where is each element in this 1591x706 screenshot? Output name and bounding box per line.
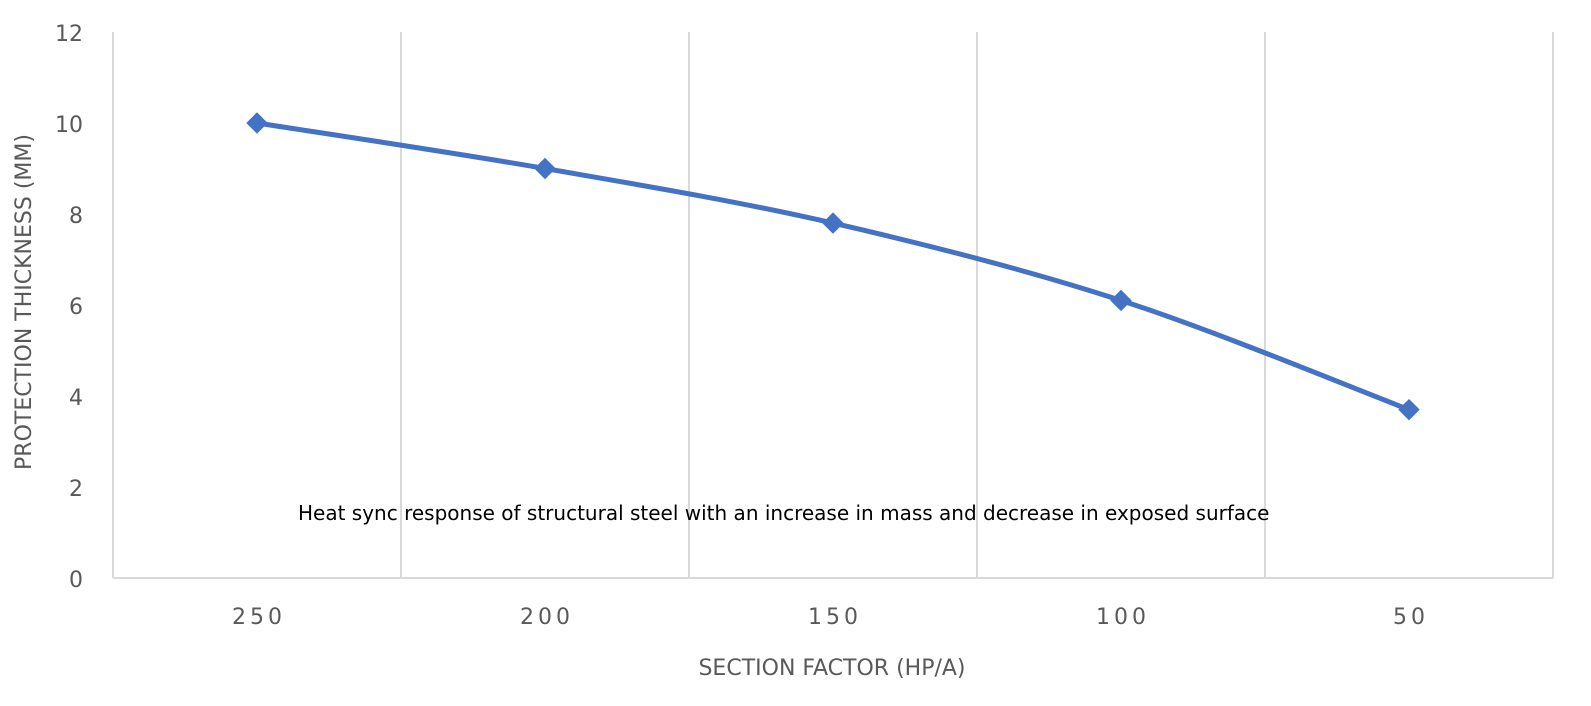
data-point-marker — [1398, 398, 1420, 421]
y-tick-label: 6 — [69, 295, 83, 320]
x-tick-label: 150 — [808, 605, 862, 630]
y-tick-label: 8 — [69, 204, 83, 229]
y-axis-title: PROTECTION THICKNESS (MM) — [12, 134, 37, 470]
x-tick-labels: 250 200 150 100 50 — [232, 605, 1429, 630]
chart-annotation: Heat sync response of structural steel w… — [298, 501, 1269, 525]
y-tick-label: 12 — [55, 22, 83, 47]
x-tick-label: 250 — [232, 605, 286, 630]
data-point-marker — [822, 212, 844, 234]
x-tick-label: 100 — [1096, 605, 1150, 630]
y-tick-label: 4 — [69, 386, 83, 411]
gridlines — [112, 32, 1554, 578]
data-point-marker — [534, 157, 556, 180]
y-tick-label: 2 — [69, 477, 83, 502]
y-tick-labels: 0 2 4 6 8 10 12 — [55, 22, 83, 593]
data-point-marker — [246, 112, 268, 134]
data-point-marker — [1110, 289, 1132, 312]
x-axis-title: SECTION FACTOR (HP/A) — [698, 656, 965, 681]
y-tick-label: 0 — [69, 568, 83, 593]
x-tick-label: 200 — [520, 605, 574, 630]
series-line — [254, 120, 1412, 413]
y-tick-label: 10 — [55, 113, 83, 138]
series-group — [246, 112, 1420, 421]
x-tick-label: 50 — [1393, 605, 1429, 630]
